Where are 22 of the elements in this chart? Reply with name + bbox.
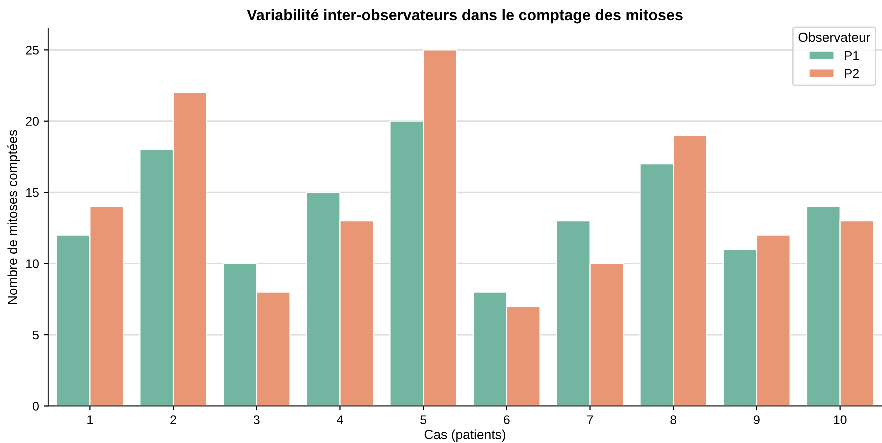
y-tick-label: 5: [33, 330, 39, 340]
x-tick-label: 5: [420, 416, 427, 424]
x-tick-label: 10: [834, 416, 847, 424]
x-axis-title: Cas (patients): [424, 430, 506, 442]
x-tick-label: 9: [754, 416, 760, 424]
x-tick-label: 2: [170, 416, 176, 424]
y-tick-label: 20: [26, 117, 39, 126]
chart-title: Variabilité inter-observateurs dans le comptage des mitoses: [247, 9, 683, 24]
y-tick-label: 25: [26, 46, 39, 55]
x-tick-label: 7: [587, 416, 594, 424]
x-tick-label: 3: [254, 416, 260, 424]
legend-title: Observateur: [798, 32, 871, 42]
x-tick-label: 1: [88, 416, 94, 424]
legend-label: P2: [845, 69, 859, 78]
legend-label: P1: [845, 52, 859, 60]
y-tick-label: 10: [26, 260, 39, 268]
y-tick-label: 15: [26, 188, 39, 198]
x-tick-label: 8: [670, 416, 677, 424]
x-tick-label: 4: [337, 416, 344, 424]
y-tick-label: 0: [33, 402, 39, 411]
x-tick-label: 6: [504, 416, 510, 424]
y-axis-title: Nombre de mitoses comptées: [8, 130, 20, 304]
